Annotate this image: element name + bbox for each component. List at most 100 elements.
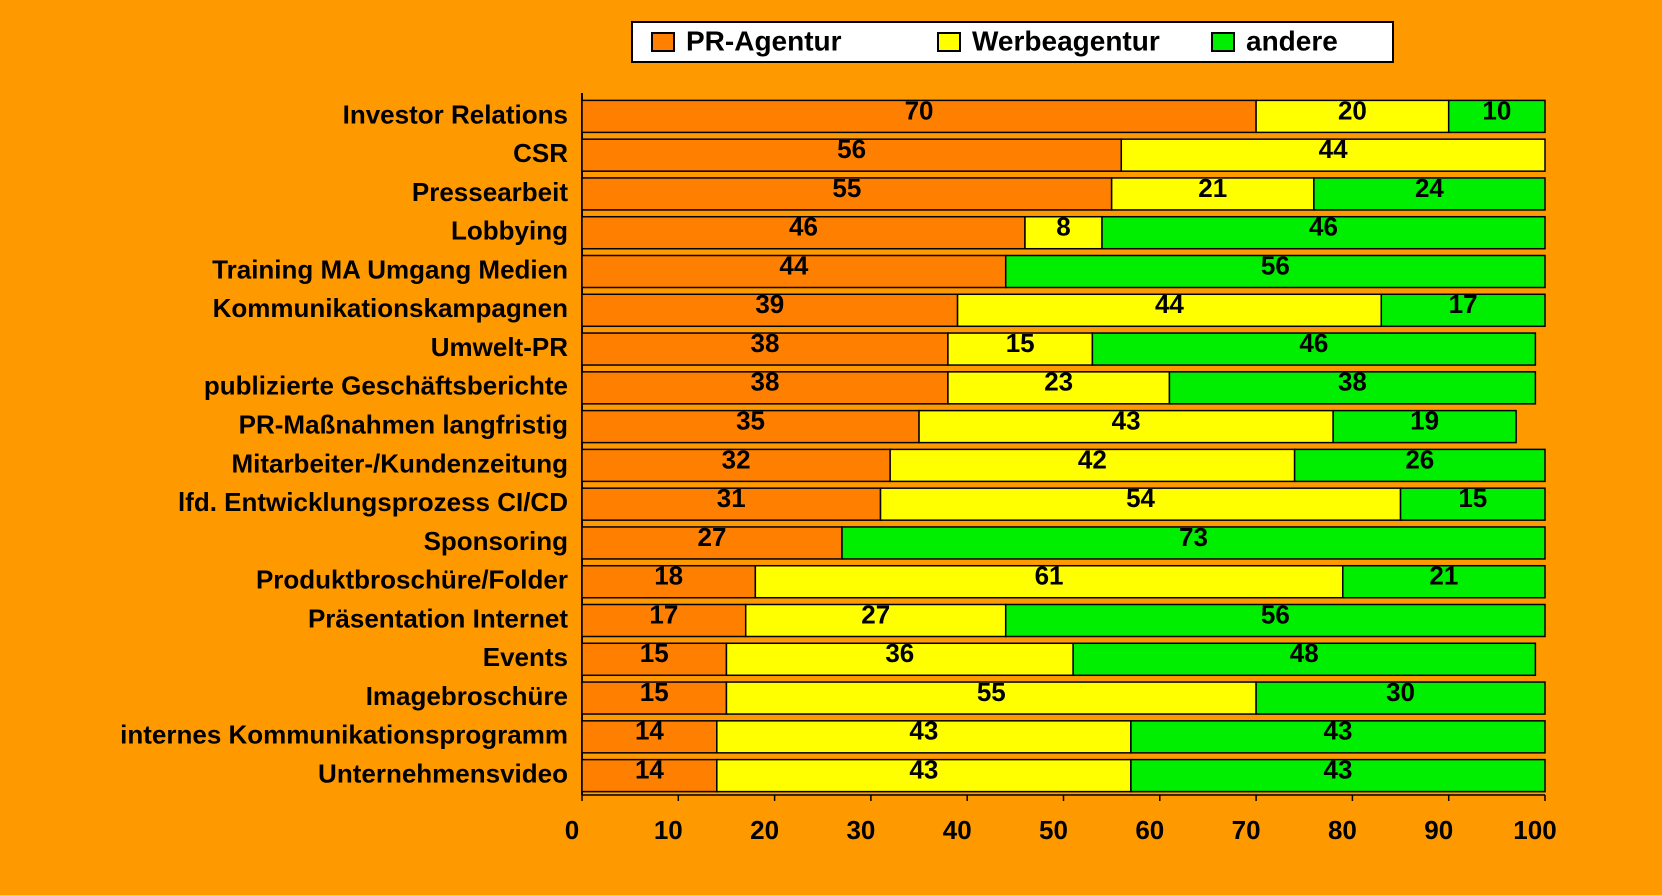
x-tick-label: 0 [565, 815, 579, 845]
category-label: lfd. Entwicklungsprozess CI/CD [178, 487, 568, 517]
value-label: 27 [698, 522, 727, 552]
bar-segment [581, 332, 949, 366]
category-label: PR-Maßnahmen langfristig [239, 409, 568, 439]
bar-segment [1399, 487, 1546, 521]
x-tick-label: 10 [654, 815, 683, 845]
category-label: Investor Relations [343, 99, 568, 129]
category-label: Unternehmensvideo [318, 758, 568, 788]
category-label: CSR [513, 138, 568, 168]
bar-segment [1091, 332, 1537, 366]
value-label: 17 [649, 599, 678, 629]
value-label: 27 [861, 599, 890, 629]
bar-segment [918, 409, 1334, 444]
category-label: Training MA Umgang Medien [212, 254, 568, 284]
value-label: 14 [635, 754, 664, 784]
bar-segment [581, 564, 757, 599]
value-label: 43 [909, 716, 938, 746]
bar-segment [716, 720, 1132, 754]
value-label: 39 [755, 289, 784, 319]
value-label: 46 [1309, 212, 1338, 242]
bar-segment [947, 371, 1171, 405]
bar-segment [1293, 448, 1546, 483]
bar-segment [956, 293, 1383, 328]
value-label: 44 [1155, 289, 1184, 319]
bar-segment [1380, 293, 1546, 328]
x-tick-label: 40 [943, 815, 972, 845]
bar-segment [1072, 642, 1537, 677]
value-label: 21 [1429, 561, 1458, 591]
category-label: Kommunikationskampagnen [213, 293, 568, 323]
bar-segment [1313, 177, 1546, 211]
value-label: 36 [885, 638, 914, 668]
legend-swatch [651, 32, 675, 52]
value-label: 61 [1035, 561, 1064, 591]
bar-segment [581, 215, 1026, 250]
bar-segment [581, 177, 1113, 211]
value-label: 43 [909, 754, 938, 784]
value-label: 38 [751, 367, 780, 397]
x-tick-label: 80 [1328, 815, 1357, 845]
bar-segment [1120, 138, 1546, 172]
bar-segment [581, 758, 718, 793]
legend-label: andere [1246, 25, 1338, 56]
bar-segment [841, 526, 1546, 560]
value-label: 38 [751, 328, 780, 358]
value-label: 44 [779, 250, 808, 280]
category-label: Lobbying [451, 216, 568, 246]
bar-segment [581, 99, 1257, 134]
legend-swatch [1211, 32, 1235, 52]
bar-segment [1004, 603, 1546, 638]
x-tick-label: 20 [750, 815, 779, 845]
value-label: 8 [1056, 212, 1070, 242]
bar-segment [889, 448, 1296, 483]
value-label: 32 [722, 444, 751, 474]
x-tick-label: 70 [1232, 815, 1261, 845]
value-label: 15 [640, 677, 669, 707]
value-label: 38 [1338, 367, 1367, 397]
legend-swatch [937, 32, 961, 52]
bar-segment [879, 487, 1402, 521]
x-tick-label: 60 [1135, 815, 1164, 845]
bar-segment [581, 254, 1007, 289]
bar-segment [947, 332, 1094, 366]
category-label: internes Kommunikationsprogramm [120, 720, 568, 750]
category-label: publizierte Geschäftsberichte [204, 371, 568, 401]
value-label: 55 [977, 677, 1006, 707]
value-label: 55 [832, 173, 861, 203]
x-tick-label: 100 [1513, 815, 1556, 845]
bar-segment [581, 138, 1123, 172]
category-label: Pressearbeit [412, 177, 568, 207]
bar-segment [725, 681, 1257, 715]
bar-segment [1130, 758, 1546, 793]
value-label: 46 [1299, 328, 1328, 358]
value-label: 70 [905, 95, 934, 125]
bar-segment [1255, 99, 1450, 134]
bar-segment [581, 409, 920, 444]
value-label: 15 [1458, 483, 1487, 513]
legend-label: PR-Agentur [686, 25, 842, 56]
value-label: 24 [1415, 173, 1444, 203]
bar-segment [581, 526, 843, 560]
bar-segment [716, 758, 1132, 793]
value-label: 43 [1112, 405, 1141, 435]
bar-segment [1447, 99, 1546, 134]
x-tick-label: 90 [1424, 815, 1453, 845]
value-label: 17 [1449, 289, 1478, 319]
value-label: 35 [736, 405, 765, 435]
category-label: Präsentation Internet [308, 603, 568, 633]
bar-segment [581, 603, 747, 638]
category-label: Events [483, 642, 568, 672]
value-label: 56 [1261, 599, 1290, 629]
value-label: 20 [1338, 95, 1367, 125]
bar-segment [1024, 215, 1103, 250]
value-label: 15 [640, 638, 669, 668]
bar-segment [1130, 720, 1546, 754]
value-label: 54 [1126, 483, 1155, 513]
bar-segment [725, 642, 1074, 677]
category-label: Imagebroschüre [366, 681, 568, 711]
category-label: Sponsoring [424, 526, 568, 556]
category-label: Umwelt-PR [431, 332, 568, 362]
value-label: 56 [837, 134, 866, 164]
value-label: 42 [1078, 444, 1107, 474]
